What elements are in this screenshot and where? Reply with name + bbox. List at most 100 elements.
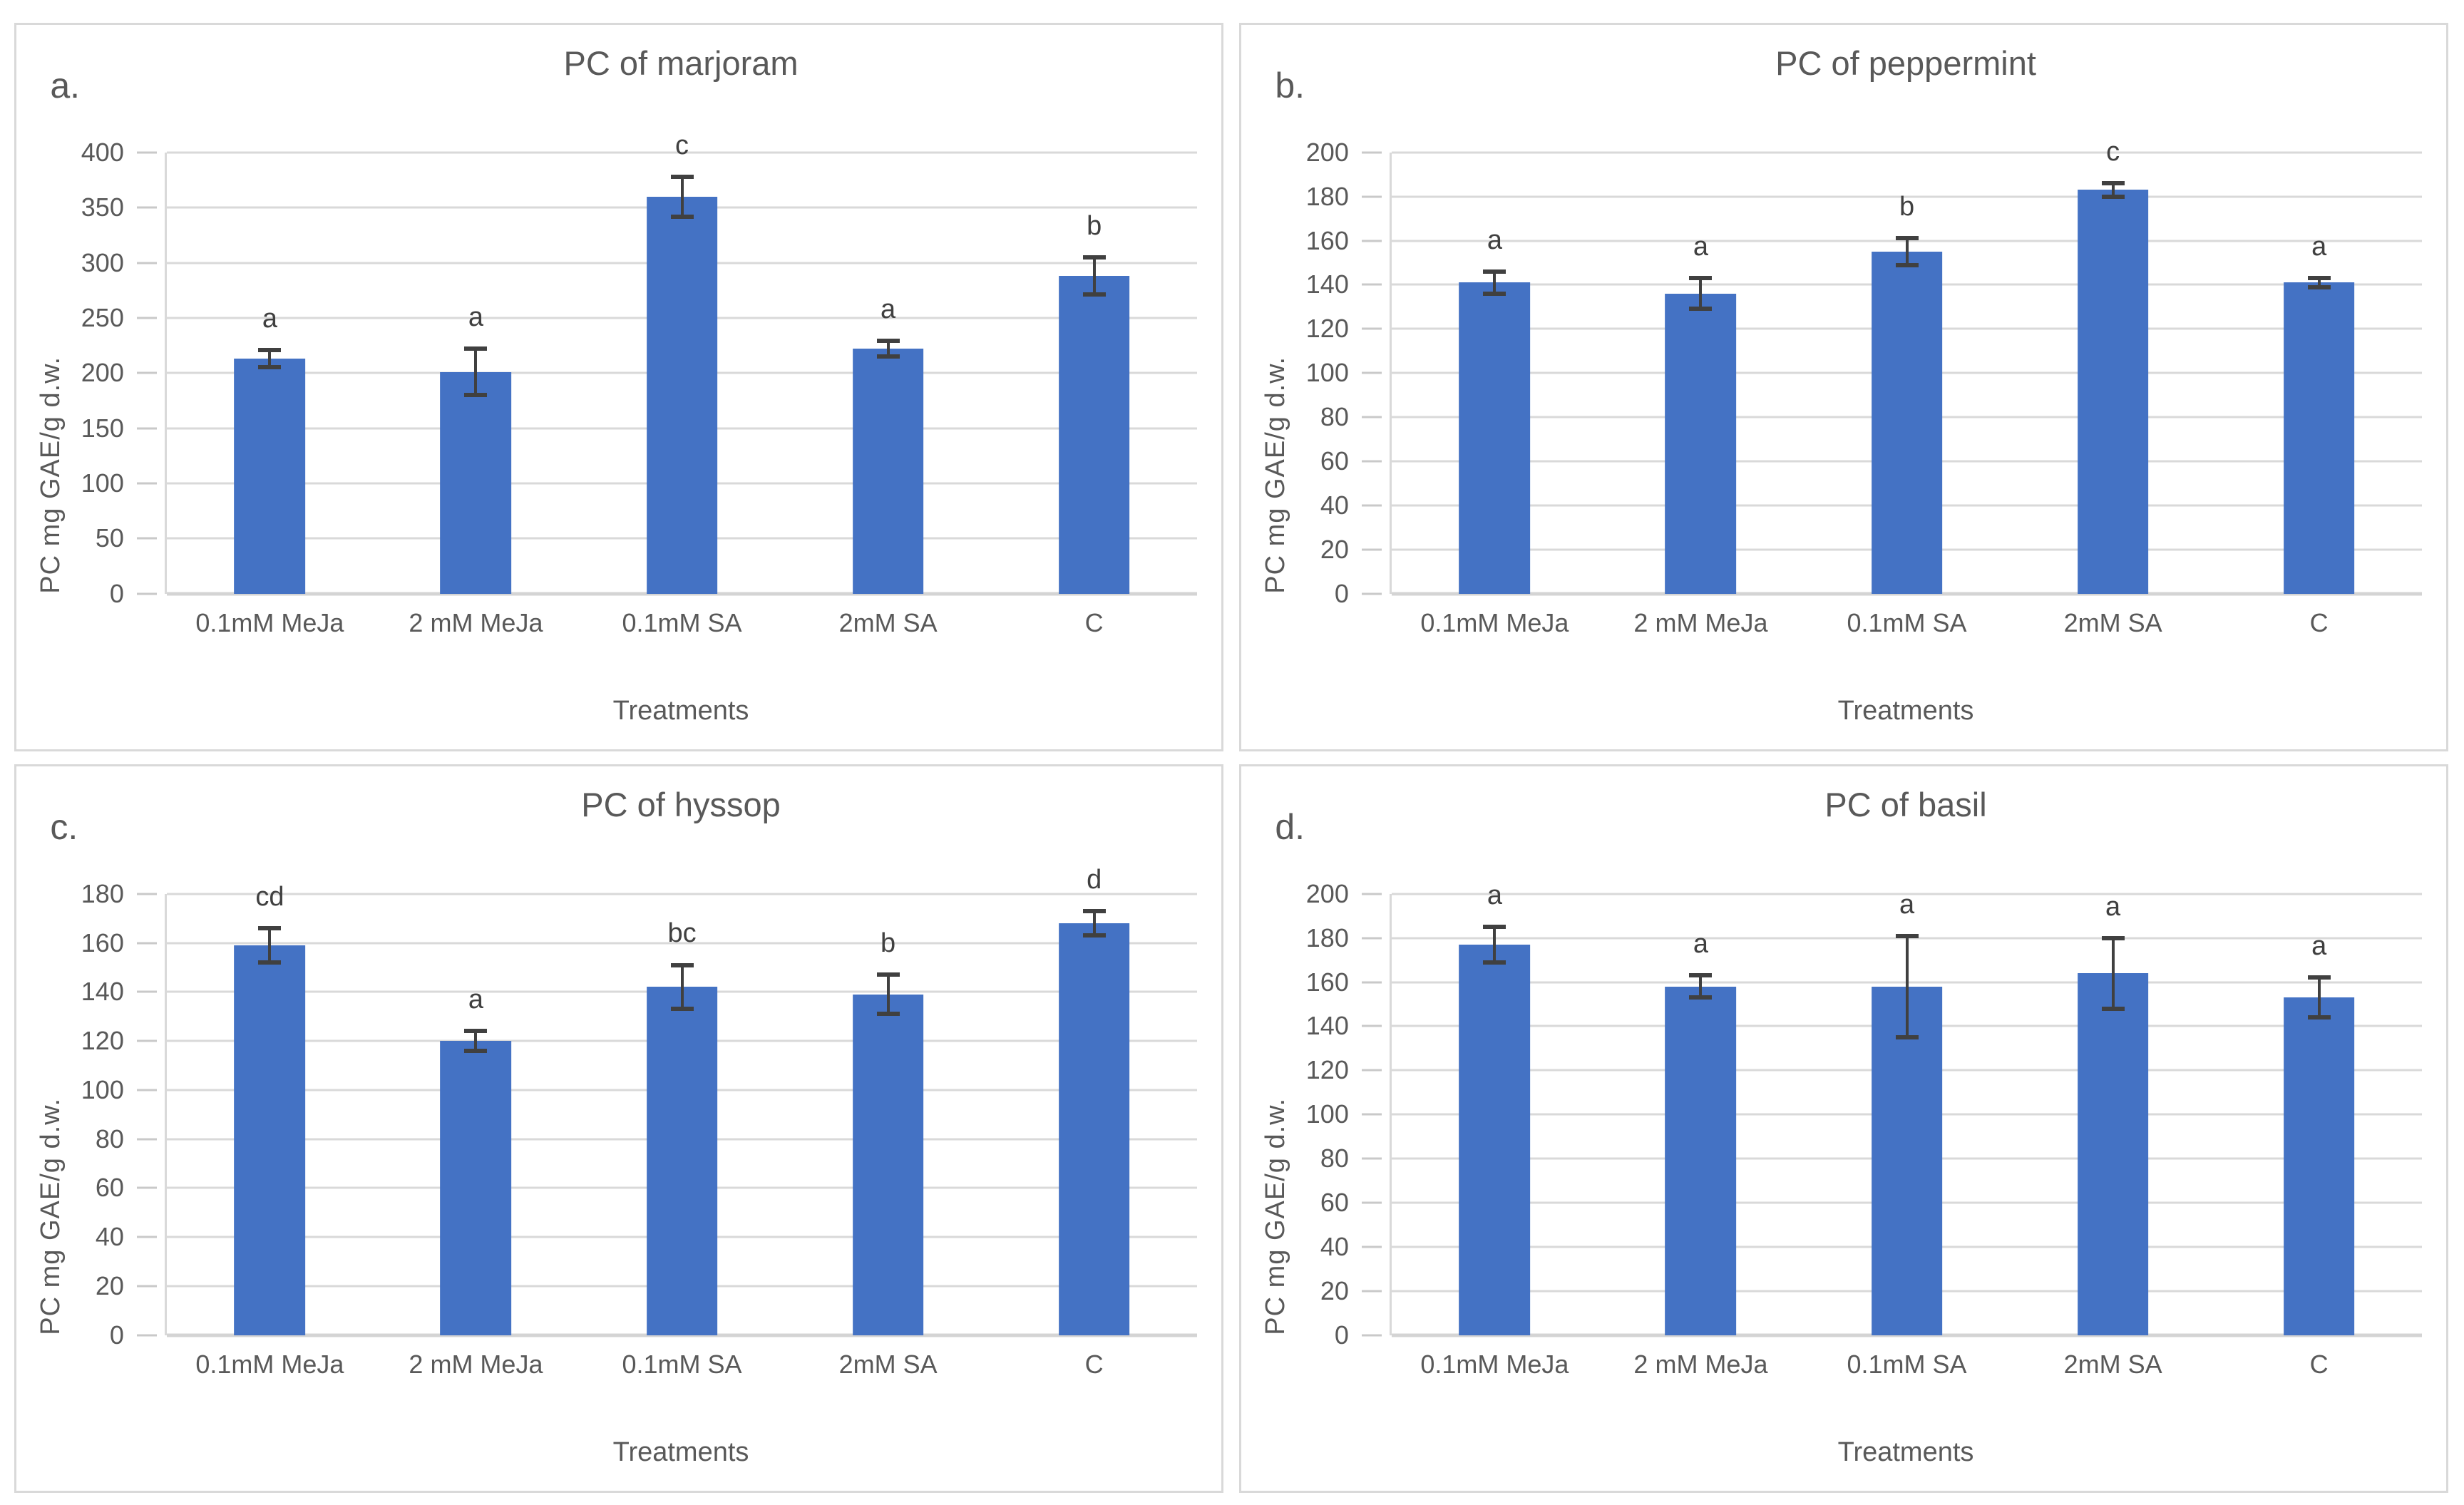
- significance-letter: a: [2105, 891, 2121, 922]
- x-category-label: C: [2309, 607, 2329, 637]
- error-bar-line: [474, 1031, 478, 1051]
- error-bar-cap-top: [1483, 925, 1506, 930]
- error-bar-cap-bottom: [2307, 284, 2331, 289]
- error-bar-line: [2111, 938, 2115, 1009]
- y-tick-mark: [1361, 981, 1382, 984]
- y-tick-label: 180: [1305, 181, 1349, 211]
- bar: [1871, 986, 1943, 1335]
- error-bar-line: [268, 349, 272, 368]
- x-category-label: 2 mM MeJa: [1633, 1349, 1768, 1379]
- y-tick-label: 0: [1334, 578, 1349, 608]
- error-bar-line: [1493, 271, 1497, 294]
- x-axis-title: Treatments: [612, 1437, 749, 1467]
- error-bar-cap-bottom: [2101, 194, 2125, 199]
- error-bar-cap-top: [258, 925, 282, 930]
- y-tick-label: 50: [95, 523, 124, 553]
- y-tick-mark: [136, 1186, 157, 1189]
- error-bar-cap-bottom: [1689, 307, 1713, 312]
- y-tick-label: 180: [1305, 923, 1349, 952]
- significance-letter: a: [2311, 232, 2327, 262]
- x-category-label: 0.1mM SA: [622, 1349, 742, 1379]
- gridline: [1391, 1333, 2423, 1337]
- bar: [1665, 293, 1737, 594]
- y-tick-label: 20: [1320, 534, 1349, 564]
- error-bar-cap-bottom: [1483, 291, 1506, 296]
- y-axis-title: PC mg GAE/g d.w.: [36, 356, 66, 594]
- bar: [1058, 923, 1130, 1335]
- x-axis-title: Treatments: [1837, 1437, 1974, 1467]
- error-bar-cap-top: [2307, 975, 2331, 980]
- bar: [1058, 276, 1130, 594]
- y-tick-label: 40: [1320, 1231, 1349, 1261]
- chart-title: PC of basil: [1824, 786, 1987, 824]
- significance-letter: bc: [667, 918, 697, 949]
- significance-letter: d: [1087, 864, 1102, 895]
- y-tick-mark: [1361, 327, 1382, 330]
- y-tick-label: 40: [1320, 490, 1349, 520]
- bar: [646, 196, 718, 594]
- gridline: [1391, 151, 2423, 154]
- y-tick-mark: [136, 537, 157, 540]
- y-tick-mark: [1361, 504, 1382, 507]
- panel-corner-label: c.: [50, 806, 78, 847]
- error-bar-cap-top: [2101, 935, 2125, 940]
- gridline: [166, 151, 1198, 154]
- y-tick-label: 80: [95, 1124, 124, 1154]
- y-tick-label: 80: [1320, 402, 1349, 432]
- y-tick-mark: [136, 990, 157, 993]
- y-tick-label: 100: [1305, 358, 1349, 388]
- y-tick-label: 120: [81, 1026, 124, 1056]
- bar: [440, 1041, 512, 1335]
- y-tick-label: 400: [81, 137, 124, 167]
- y-tick-mark: [136, 371, 157, 374]
- y-axis-title: PC mg GAE/g d.w.: [1261, 1097, 1291, 1335]
- error-bar-cap-top: [1483, 269, 1506, 274]
- y-tick-label: 60: [95, 1173, 124, 1203]
- error-bar-cap-top: [1082, 255, 1106, 260]
- significance-letter: a: [468, 302, 484, 333]
- bar: [234, 945, 306, 1335]
- error-bar-cap-top: [1689, 276, 1713, 281]
- error-bar-cap-bottom: [1483, 960, 1506, 965]
- error-bar-line: [268, 928, 272, 963]
- y-tick-label: 140: [1305, 1011, 1349, 1041]
- x-category-label: 0.1mM MeJa: [1420, 1349, 1569, 1379]
- chart-title: PC of marjoram: [563, 44, 799, 83]
- y-tick-mark: [1361, 195, 1382, 198]
- gridline: [166, 1333, 1198, 1337]
- x-category-label: 2 mM MeJa: [409, 1349, 543, 1379]
- y-axis-title: PC mg GAE/g d.w.: [1261, 356, 1291, 594]
- x-category-label: 0.1mM MeJa: [195, 607, 344, 637]
- gridline: [166, 942, 1198, 945]
- x-axis-title: Treatments: [1837, 695, 1974, 726]
- error-bar-cap-bottom: [258, 960, 282, 965]
- y-tick-label: 0: [1334, 1320, 1349, 1350]
- significance-letter: a: [881, 294, 896, 325]
- chart-title: PC of peppermint: [1775, 44, 2036, 83]
- error-bar-cap-top: [1895, 933, 1919, 938]
- y-tick-mark: [1361, 416, 1382, 418]
- y-tick-label: 350: [81, 192, 124, 222]
- gridline: [1391, 893, 2423, 895]
- y-tick-mark: [136, 482, 157, 485]
- chart-panel-hyssop: c. PC of hyssop PC mg GAE/g d.w. 0 20 40 60…: [14, 764, 1223, 1493]
- error-bar-cap-bottom: [1082, 933, 1106, 938]
- y-tick-label: 160: [81, 928, 124, 957]
- y-tick-mark: [1361, 893, 1382, 895]
- y-tick-mark: [1361, 151, 1382, 154]
- chart-panel-basil: d. PC of basil PC mg GAE/g d.w. 0 20 40 60 8…: [1239, 764, 2448, 1493]
- bar: [1459, 944, 1531, 1335]
- error-bar-cap-bottom: [876, 354, 900, 359]
- bar: [234, 359, 306, 594]
- error-bar-cap-top: [1895, 236, 1919, 241]
- y-tick-mark: [1361, 1024, 1382, 1027]
- error-bar-cap-bottom: [1689, 995, 1713, 1000]
- significance-letter: a: [1487, 225, 1502, 255]
- y-tick-mark: [1361, 1157, 1382, 1160]
- bar: [2283, 282, 2355, 594]
- x-category-label: C: [2309, 1349, 2329, 1379]
- bar: [852, 349, 924, 594]
- y-tick-mark: [136, 317, 157, 319]
- bar: [852, 994, 924, 1335]
- y-tick-label: 60: [1320, 1187, 1349, 1217]
